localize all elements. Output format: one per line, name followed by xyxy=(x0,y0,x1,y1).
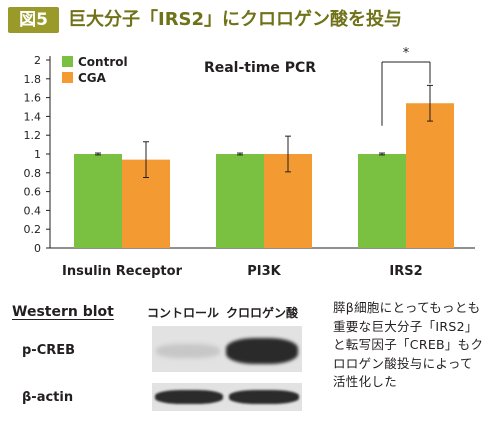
bar-cga-2 xyxy=(406,103,454,248)
bar-control-1 xyxy=(216,154,264,248)
y-tick-label: 1.4 xyxy=(24,110,42,123)
western-blot-title: Western blot xyxy=(12,304,114,320)
row-label-actin: β-actin xyxy=(22,390,74,405)
actin-blot xyxy=(152,383,302,411)
x-category-label: PI3K xyxy=(247,264,281,279)
y-tick-label: 0 xyxy=(34,242,41,255)
y-tick-label: 2 xyxy=(34,54,41,67)
figure-caption: 膵β細胞にとってもっとも重要な巨大分子「IRS2」と転写因子「CREB」もクロロ… xyxy=(333,300,484,389)
lane-label-cga: クロロゲン酸 xyxy=(226,306,299,320)
pcreb-band-control xyxy=(156,344,220,358)
y-tick-label: 1.8 xyxy=(24,73,42,86)
figure-title: 巨大分子「IRS2」にクロロゲン酸を投与 xyxy=(68,9,403,30)
y-tick-label: 1 xyxy=(34,148,41,161)
pcreb-blot xyxy=(152,326,302,372)
pcr-bar-chart: 0 0.2 0.4 0.6 0.8 1 1.2 1.4 1.6 1.8 2 Insulin Recep… xyxy=(24,46,475,279)
y-tick-label: 0.8 xyxy=(24,167,42,180)
legend-label-cga: CGA xyxy=(78,71,107,85)
x-category-label: IRS2 xyxy=(389,264,422,279)
figure-header: 図5 巨大分子「IRS2」にクロロゲン酸を投与 xyxy=(0,0,490,40)
legend-swatch-cga xyxy=(62,72,73,83)
bar-control-0 xyxy=(74,154,122,248)
y-tick-label: 0.4 xyxy=(24,204,42,217)
actin-band-cga xyxy=(229,390,299,404)
y-tick-label: 1.6 xyxy=(24,92,42,105)
x-category-label: Insulin Receptor xyxy=(62,264,183,279)
bar-control-2 xyxy=(358,154,406,248)
row-label-pcreb: p-CREB xyxy=(22,343,76,358)
y-tick-label: 0.6 xyxy=(24,186,42,199)
pcreb-band-cga xyxy=(226,338,298,364)
y-tick-label: 1.2 xyxy=(24,129,42,142)
lane-label-control: コントロール xyxy=(147,306,220,320)
legend-swatch-control xyxy=(62,56,73,67)
figure-number-badge: 図5 xyxy=(8,7,59,33)
chart-title: Real-time PCR xyxy=(204,60,316,76)
legend-label-control: Control xyxy=(78,55,128,69)
actin-band-control xyxy=(155,390,223,404)
significance-mark: * xyxy=(403,46,410,61)
y-tick-label: 0.2 xyxy=(24,223,42,236)
